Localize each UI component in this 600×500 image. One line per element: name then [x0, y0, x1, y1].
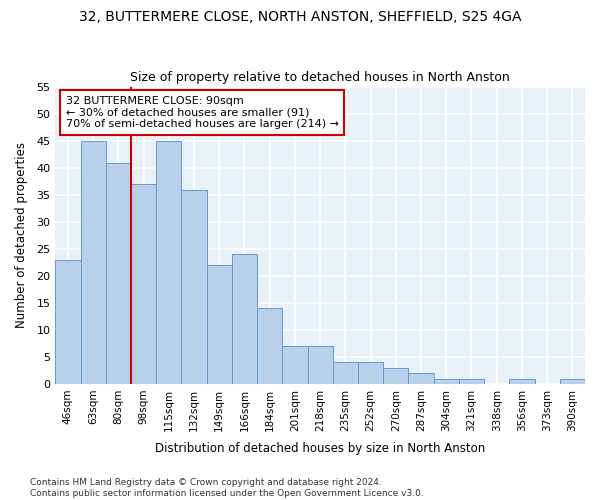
Bar — [131, 184, 156, 384]
Bar — [80, 141, 106, 384]
Bar — [257, 308, 283, 384]
Bar — [283, 346, 308, 384]
X-axis label: Distribution of detached houses by size in North Anston: Distribution of detached houses by size … — [155, 442, 485, 455]
Title: Size of property relative to detached houses in North Anston: Size of property relative to detached ho… — [130, 72, 510, 85]
Bar — [358, 362, 383, 384]
Bar — [560, 378, 585, 384]
Bar — [409, 373, 434, 384]
Bar — [232, 254, 257, 384]
Y-axis label: Number of detached properties: Number of detached properties — [15, 142, 28, 328]
Text: 32 BUTTERMERE CLOSE: 90sqm
← 30% of detached houses are smaller (91)
70% of semi: 32 BUTTERMERE CLOSE: 90sqm ← 30% of deta… — [66, 96, 339, 129]
Text: Contains HM Land Registry data © Crown copyright and database right 2024.
Contai: Contains HM Land Registry data © Crown c… — [30, 478, 424, 498]
Bar — [106, 162, 131, 384]
Bar — [509, 378, 535, 384]
Bar — [333, 362, 358, 384]
Bar — [308, 346, 333, 384]
Bar — [434, 378, 459, 384]
Bar — [383, 368, 409, 384]
Bar — [459, 378, 484, 384]
Text: 32, BUTTERMERE CLOSE, NORTH ANSTON, SHEFFIELD, S25 4GA: 32, BUTTERMERE CLOSE, NORTH ANSTON, SHEF… — [79, 10, 521, 24]
Bar — [55, 260, 80, 384]
Bar — [156, 141, 181, 384]
Bar — [206, 265, 232, 384]
Bar — [181, 190, 206, 384]
